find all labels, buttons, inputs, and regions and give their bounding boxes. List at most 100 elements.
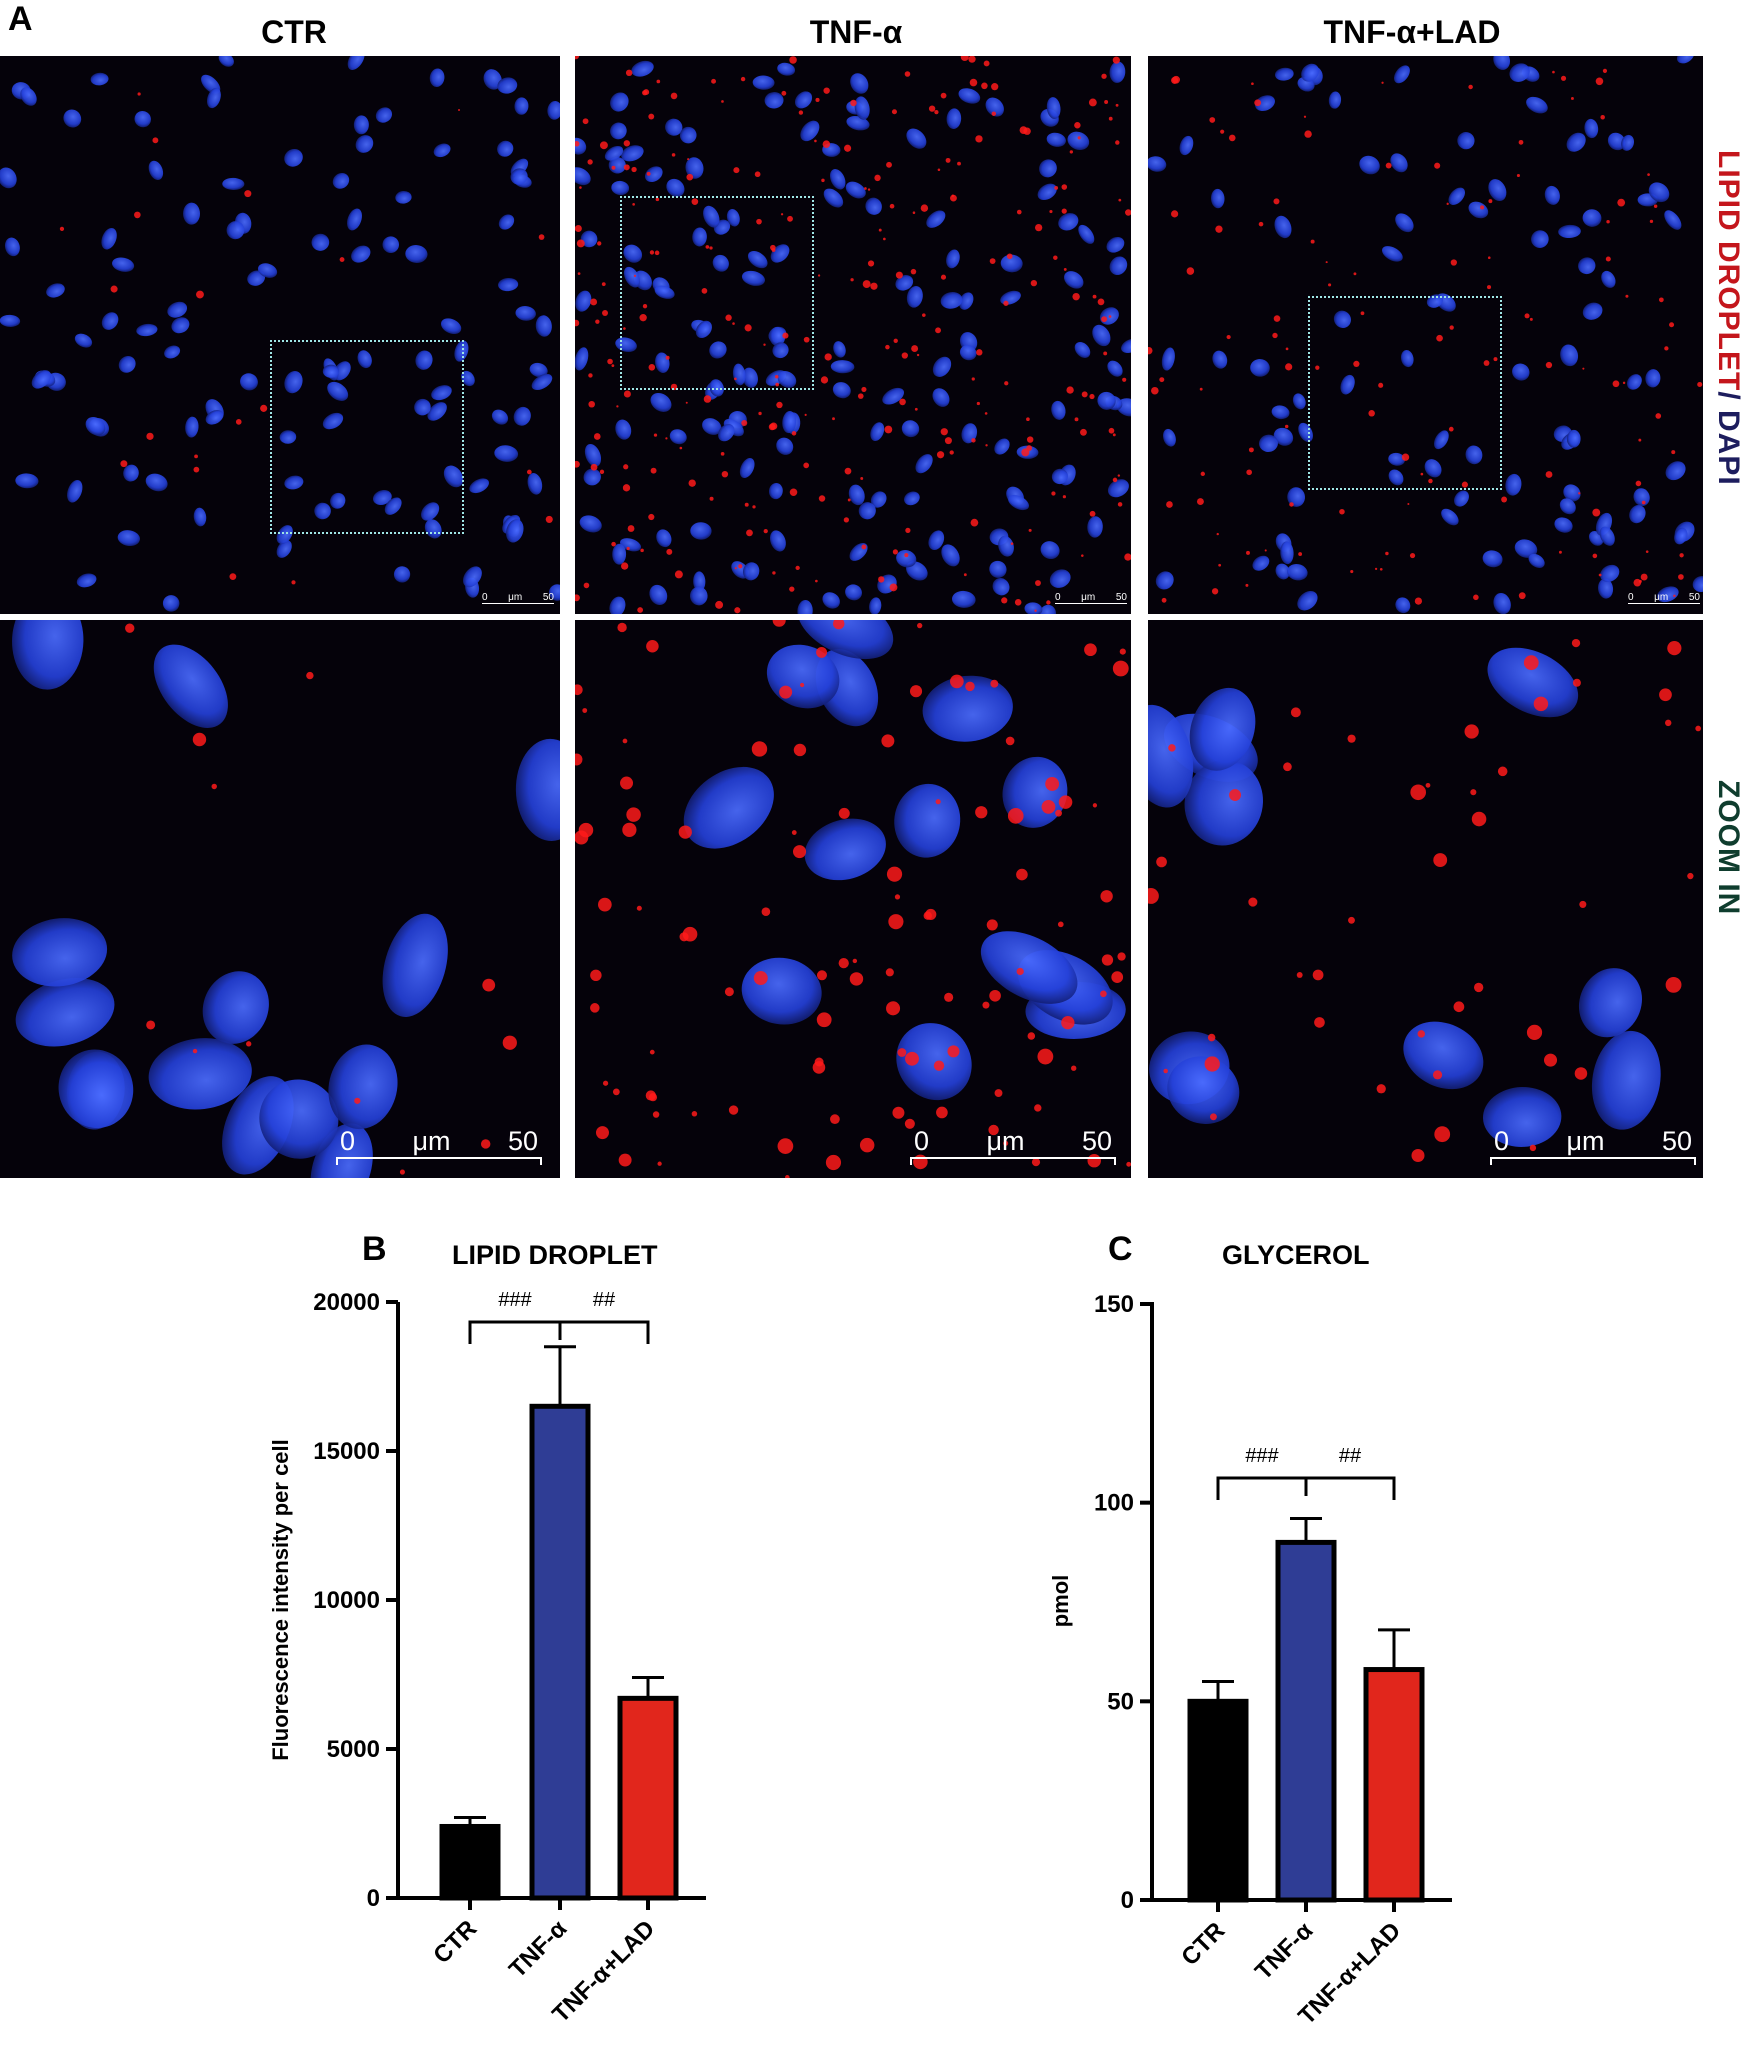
nucleus-blob (1275, 67, 1294, 81)
lipid-droplet-dot (823, 87, 830, 94)
lipid-droplet-dot (782, 332, 789, 339)
lipid-droplet-dot (770, 244, 776, 251)
nucleus-blob (145, 473, 168, 492)
nucleus-blob (454, 340, 469, 362)
lipid-droplet-dot (656, 79, 661, 84)
nucleus-blob (1109, 256, 1128, 276)
y-axis-label: Fluorescence intensity per cell (268, 1439, 293, 1761)
lipid-droplet-dot (1248, 447, 1254, 453)
column-title-tnf: TNF-α (809, 14, 903, 50)
lipid-droplet-dot (721, 470, 729, 478)
lipid-droplet-dot (1436, 334, 1443, 342)
lipid-droplet-dot (575, 460, 580, 468)
lipid-droplet-dot (1579, 900, 1587, 908)
nucleus-blob (240, 373, 258, 391)
lipid-droplet-dot (852, 958, 858, 964)
nucleus-blob (101, 227, 117, 250)
lipid-droplet-dot (637, 607, 644, 613)
nucleus-blob (742, 562, 760, 581)
nucleus-blob (1087, 516, 1103, 538)
lipid-droplet-dot (1598, 573, 1602, 577)
lipid-droplet-dot (1041, 800, 1056, 814)
lipid-droplet-dot (590, 969, 602, 982)
lipid-droplet-dot (1411, 1148, 1425, 1162)
nucleus-blob (709, 341, 727, 359)
lipid-droplet-dot (1028, 528, 1032, 532)
scalebar-small-tnf-lad-end: 50 (1688, 592, 1700, 603)
lipid-droplet-dot (607, 358, 613, 365)
lipid-droplet-dot (612, 1088, 620, 1096)
scalebar-small-tnf-unit: μm (1081, 592, 1096, 603)
lipid-droplet-dot (1027, 1032, 1036, 1040)
nucleus-blob (1488, 179, 1507, 202)
lipid-droplet-dot (971, 377, 975, 381)
lipid-droplet-dot (1112, 660, 1129, 677)
nucleus-blob (311, 233, 330, 251)
nucleus-blob (1388, 469, 1404, 486)
lipid-droplet-dot (1046, 600, 1051, 605)
lipid-droplet-dot (910, 268, 917, 275)
nucleus-blob (709, 379, 724, 397)
lipid-droplet-dot (916, 353, 920, 357)
lipid-droplet-dot (611, 541, 616, 547)
lipid-droplet-dot (1003, 300, 1009, 306)
scalebar-small-tnf-start: 0 (1055, 592, 1061, 603)
nucleus-blob (665, 118, 683, 136)
lipid-droplet-dot (1600, 115, 1605, 120)
lipid-droplet-dot (1117, 474, 1121, 477)
lipid-droplet-dot (901, 352, 908, 359)
nucleus-blob (372, 490, 392, 505)
nucleus-blob (384, 497, 402, 515)
nucleus-blob (1184, 759, 1264, 846)
lipid-droplet-dot (861, 386, 867, 392)
lipid-droplet-dot (861, 544, 867, 550)
nucleus-blob (854, 96, 870, 120)
nucleus-blob (469, 478, 489, 494)
nucleus-blob (76, 573, 97, 588)
lipid-droplet-dot (1216, 532, 1219, 536)
nucleus-blob (1433, 430, 1449, 450)
panel-b-title: LIPID DROPLET (452, 1240, 658, 1270)
lipid-droplet-dot (1605, 256, 1611, 262)
lipid-droplet-dot (904, 553, 909, 558)
micrograph-zoom-ctr (0, 620, 560, 1178)
nucleus-blob (901, 420, 920, 438)
lipid-droplet-dot (246, 1041, 252, 1047)
lipid-droplet-dot (306, 671, 314, 680)
lipid-droplet-dot (1480, 205, 1485, 210)
lipid-droplet-dot (120, 460, 128, 468)
nucleus-blob (498, 214, 515, 230)
lipid-droplet-dot (625, 69, 633, 77)
lipid-droplet-dot (399, 1169, 405, 1175)
lipid-droplet-dot (1409, 552, 1416, 559)
nucleus-blob (1560, 344, 1579, 367)
lipid-droplet-dot (904, 1118, 915, 1129)
scalebar-zoom-ctr-start: 0 (340, 1126, 356, 1156)
lipid-droplet-dot (595, 1126, 609, 1140)
nucleus-blob (797, 599, 813, 614)
significance-label-right: ## (1339, 1445, 1362, 1467)
lipid-droplet-dot (1161, 597, 1167, 603)
lipid-droplet-dot (1101, 316, 1108, 323)
nucleus-blob (0, 167, 17, 189)
lipid-droplet-dot (1446, 202, 1449, 205)
nucleus-blob (1607, 132, 1626, 151)
nucleus-blob (1512, 363, 1530, 381)
lipid-droplet-dot (1066, 386, 1074, 394)
lipid-droplet-dot (889, 583, 898, 592)
micrograph-tnf-lad-image (1148, 56, 1703, 614)
nucleus-blob (510, 168, 528, 185)
nucleus-blob (1116, 398, 1131, 417)
lipid-droplet-dot (1026, 417, 1030, 422)
nucleus-blob (631, 60, 654, 77)
lipid-droplet-dot (1111, 971, 1124, 983)
lipid-droplet-dot (862, 280, 871, 289)
scalebar-zoom-tnf-end: 50 (1081, 1126, 1112, 1156)
bar-0 (1187, 1698, 1249, 1903)
nucleus-blob (718, 424, 735, 442)
lipid-droplet-dot (622, 822, 637, 837)
nucleus-blob (1381, 246, 1403, 262)
lipid-droplet-dot (850, 278, 854, 282)
nucleus-blob (1578, 968, 1642, 1038)
nucleus-blob (1559, 498, 1576, 515)
